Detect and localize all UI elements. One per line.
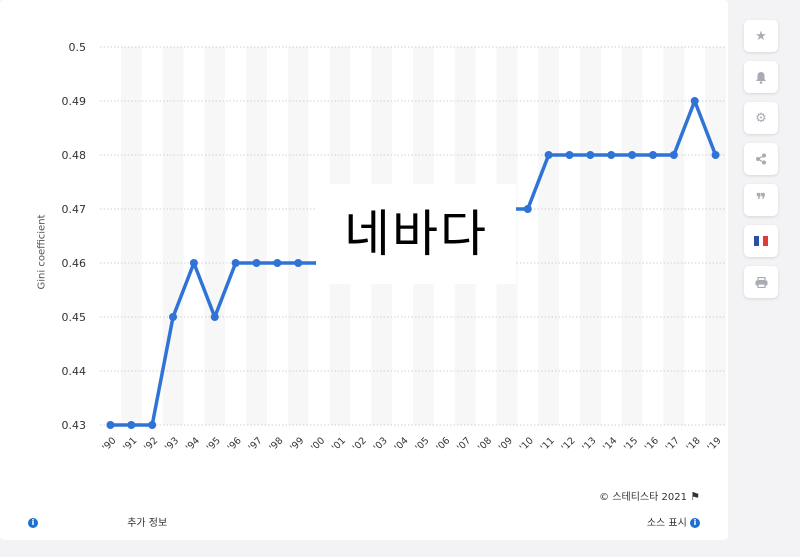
bell-icon	[756, 71, 766, 84]
x-tick-label: '97	[246, 435, 264, 453]
column-band	[120, 47, 142, 425]
notification-button[interactable]	[744, 61, 778, 93]
y-tick-label: 0.47	[62, 203, 87, 216]
x-tick-label: '98	[267, 435, 285, 453]
x-tick-label: '93	[163, 435, 181, 453]
chart-card: 0.43 0.44 0.45 0.46 0.47 0.48 0.49 0.5 '90'91'92…	[0, 0, 728, 540]
cite-button[interactable]: ❞	[744, 184, 778, 216]
data-point	[586, 151, 595, 159]
data-point	[210, 313, 219, 321]
y-axis-label: Gini coefficient	[36, 214, 48, 290]
y-tick-label: 0.49	[62, 95, 87, 108]
data-point	[148, 421, 157, 429]
y-tick-label: 0.46	[62, 257, 87, 270]
column-band	[287, 47, 309, 425]
data-point	[669, 151, 678, 159]
x-tick-label: '92	[142, 435, 160, 453]
x-tick-label: '95	[205, 435, 223, 453]
info-icon: i	[690, 518, 700, 528]
star-icon: ★	[755, 28, 767, 44]
x-tick-label: '99	[288, 435, 306, 453]
additional-info-label: 추가 정보	[127, 518, 168, 529]
overlay-label: 네바다	[316, 184, 516, 284]
data-point	[273, 259, 282, 267]
x-tick-label: '08	[476, 435, 494, 453]
column-band	[538, 47, 560, 425]
x-tick-label: '91	[121, 435, 139, 453]
y-tick-label: 0.5	[69, 41, 87, 54]
data-point	[231, 259, 240, 267]
data-point	[523, 205, 532, 213]
quote-icon: ❞	[755, 189, 767, 211]
french-flag-icon	[754, 236, 769, 246]
share-icon	[756, 153, 766, 165]
x-tick-label: '09	[497, 435, 515, 453]
column-band	[162, 47, 184, 425]
y-tick-label: 0.43	[62, 419, 87, 432]
language-button[interactable]	[744, 225, 778, 257]
data-point	[294, 259, 303, 267]
x-tick-label: '07	[455, 435, 473, 453]
additional-info-link[interactable]: i 추가 정보	[28, 514, 167, 529]
column-band	[246, 47, 267, 425]
y-tick-label: 0.48	[62, 149, 87, 162]
copyright-notice[interactable]: © 스테티스타 2021 ⚑	[599, 488, 700, 503]
column-band	[663, 47, 685, 425]
sidebar: ★ ⚙ ❞	[744, 20, 780, 307]
x-tick-label: '19	[706, 435, 724, 453]
column-band	[204, 47, 226, 425]
data-point	[711, 151, 720, 159]
gear-icon: ⚙	[755, 110, 767, 126]
show-source-link[interactable]: 소스 표시 i	[647, 514, 700, 529]
show-source-label: 소스 표시	[646, 518, 687, 529]
x-tick-label: '90	[100, 435, 118, 453]
x-tick-label: '94	[184, 435, 202, 453]
x-tick-label: '10	[518, 435, 536, 453]
x-tick-label: '14	[601, 435, 619, 453]
column-band	[705, 47, 726, 425]
x-tick-label: '06	[434, 435, 452, 453]
data-point	[690, 97, 699, 105]
data-point	[544, 151, 553, 159]
share-button[interactable]	[744, 143, 778, 175]
x-tick-label: '02	[351, 435, 369, 453]
x-tick-label: '05	[413, 435, 431, 453]
column-band	[579, 47, 601, 425]
data-point	[648, 151, 657, 159]
x-tick-label: '01	[330, 435, 348, 453]
copyright-text: © 스테티스타 2021	[599, 492, 687, 503]
flag-icon: ⚑	[690, 490, 700, 503]
x-tick-label: '17	[664, 435, 682, 453]
data-point	[189, 259, 198, 267]
info-icon: i	[28, 518, 38, 528]
x-tick-label: '18	[685, 435, 703, 453]
x-tick-label: '12	[559, 435, 577, 453]
print-button[interactable]	[744, 266, 778, 298]
data-point	[565, 151, 574, 159]
x-tick-label: '03	[372, 435, 390, 453]
x-tick-label: '13	[580, 435, 598, 453]
x-tick-label: '96	[226, 435, 244, 453]
x-tick-label: '00	[309, 435, 327, 453]
x-tick-label: '16	[643, 435, 661, 453]
data-point	[252, 259, 261, 267]
y-tick-label: 0.45	[62, 311, 87, 324]
x-tick-label: '15	[622, 435, 640, 453]
column-band	[621, 47, 643, 425]
data-point	[169, 313, 178, 321]
print-icon	[755, 276, 767, 288]
x-tick-label: '11	[539, 435, 557, 453]
data-point	[628, 151, 637, 159]
x-tick-label: '04	[393, 435, 411, 453]
data-point	[106, 421, 115, 429]
favorite-button[interactable]: ★	[744, 20, 778, 52]
y-tick-label: 0.44	[62, 365, 87, 378]
data-point	[607, 151, 616, 159]
data-point	[127, 421, 136, 429]
settings-button[interactable]: ⚙	[744, 102, 778, 134]
